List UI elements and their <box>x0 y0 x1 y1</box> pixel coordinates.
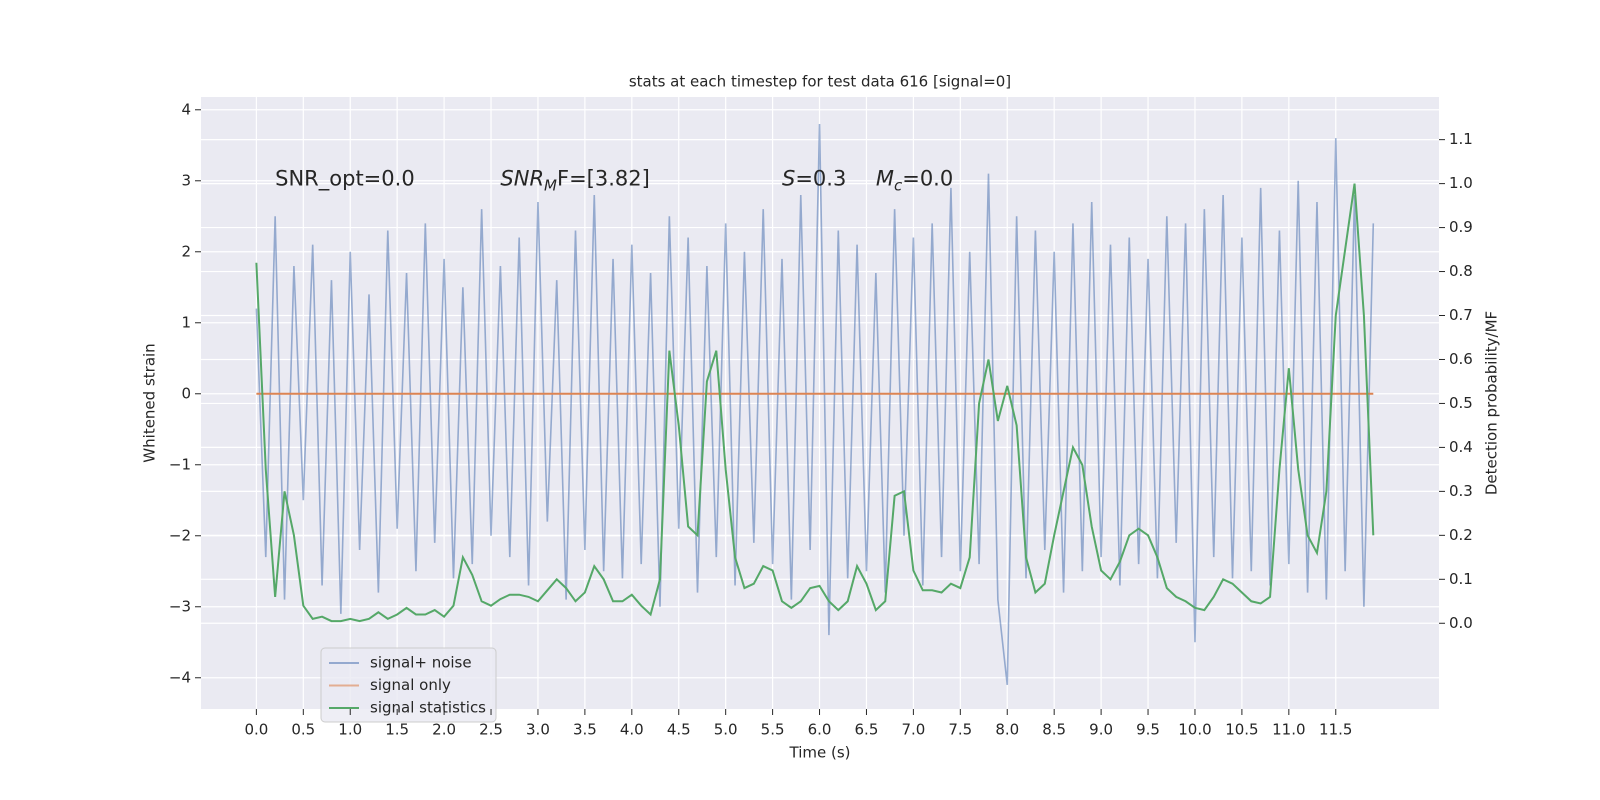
x-tick-label: 4.5 <box>667 721 691 739</box>
x-tick-label: 11.5 <box>1319 721 1352 739</box>
series-line <box>255 183 1375 623</box>
annotation-text: =0.0 <box>902 166 953 190</box>
x-tick-label: 2.5 <box>479 721 503 739</box>
y-tick-label: 0 <box>181 384 191 402</box>
series-line <box>255 123 1375 685</box>
annotation-text: =0.3 <box>795 166 846 190</box>
annotation: Mc=0.0 <box>876 166 953 194</box>
y2-axis-label: Detection probability/MF <box>1483 311 1501 495</box>
y2-tick-label: 0.8 <box>1449 262 1473 280</box>
x-tick-label: 11.0 <box>1272 721 1305 739</box>
y-axis-label: Whitened strain <box>141 343 159 462</box>
x-tick-label: 1.5 <box>385 721 409 739</box>
annotation-text: SNR_opt=0.0 <box>275 166 415 191</box>
x-tick-label: 3.5 <box>573 721 597 739</box>
legend-label: signal+ noise <box>370 654 472 672</box>
x-tick-label: 10.5 <box>1225 721 1258 739</box>
x-tick-label: 8.5 <box>1042 721 1066 739</box>
annotation-text: F=[3.82] <box>557 166 650 190</box>
annotation-text: S <box>782 166 795 190</box>
x-tick-label: 7.5 <box>948 721 972 739</box>
y-tick-label: −2 <box>169 526 191 544</box>
x-tick-label: 4.0 <box>620 721 644 739</box>
y2-tick-label: 0.9 <box>1449 218 1473 236</box>
x-tick-label: 5.5 <box>761 721 785 739</box>
y2-tick-label: 0.4 <box>1449 438 1473 456</box>
x-tick-label: 1.0 <box>338 721 362 739</box>
y-tick-label: 4 <box>181 100 191 118</box>
y-tick-label: 1 <box>181 313 191 331</box>
legend-label: signal statistics <box>370 699 486 717</box>
legend-label: signal only <box>370 676 451 694</box>
annotation-sub: M <box>544 176 557 194</box>
annotation: SNR_opt=0.0 <box>275 166 415 191</box>
y2-tick-label: 0.2 <box>1449 526 1473 544</box>
x-tick-label: 7.0 <box>901 721 925 739</box>
x-tick-label: 6.5 <box>855 721 879 739</box>
x-tick-label: 3.0 <box>526 721 550 739</box>
x-tick-label: 0.5 <box>291 721 315 739</box>
x-tick-label: 9.0 <box>1089 721 1113 739</box>
y2-tick-label: 0.1 <box>1449 570 1473 588</box>
annotation: SNRMF=[3.82] <box>500 166 649 194</box>
x-tick-label: 10.0 <box>1178 721 1211 739</box>
x-tick-label: 9.5 <box>1136 721 1160 739</box>
annotation-text: SNR <box>500 166 544 190</box>
y2-tick-label: 0.7 <box>1449 306 1473 324</box>
x-tick-label: 8.0 <box>995 721 1019 739</box>
y-tick-label: −1 <box>169 455 191 473</box>
y-tick-label: 3 <box>181 171 191 189</box>
annotation-text: M <box>876 166 894 190</box>
y2-tick-label: 0.3 <box>1449 482 1473 500</box>
legend-box <box>320 647 497 723</box>
y2-tick-label: 1.0 <box>1449 174 1473 192</box>
y2-tick-label: 0.6 <box>1449 350 1473 368</box>
annotation-sub: c <box>894 176 903 194</box>
y-tick-label: 2 <box>181 242 191 260</box>
y2-tick-label: 0.0 <box>1449 614 1473 632</box>
chart-title: stats at each timestep for test data 616… <box>629 73 1011 91</box>
x-tick-label: 2.0 <box>432 721 456 739</box>
x-tick-label: 5.0 <box>714 721 738 739</box>
x-axis-label: Time (s) <box>789 744 851 762</box>
annotation: S=0.3 <box>782 166 846 190</box>
y-tick-label: −3 <box>169 597 191 615</box>
y2-tick-label: 1.1 <box>1449 130 1473 148</box>
x-tick-label: 6.0 <box>808 721 832 739</box>
x-tick-label: 0.0 <box>244 721 268 739</box>
y-tick-label: −4 <box>169 668 191 686</box>
y2-tick-label: 0.5 <box>1449 394 1473 412</box>
